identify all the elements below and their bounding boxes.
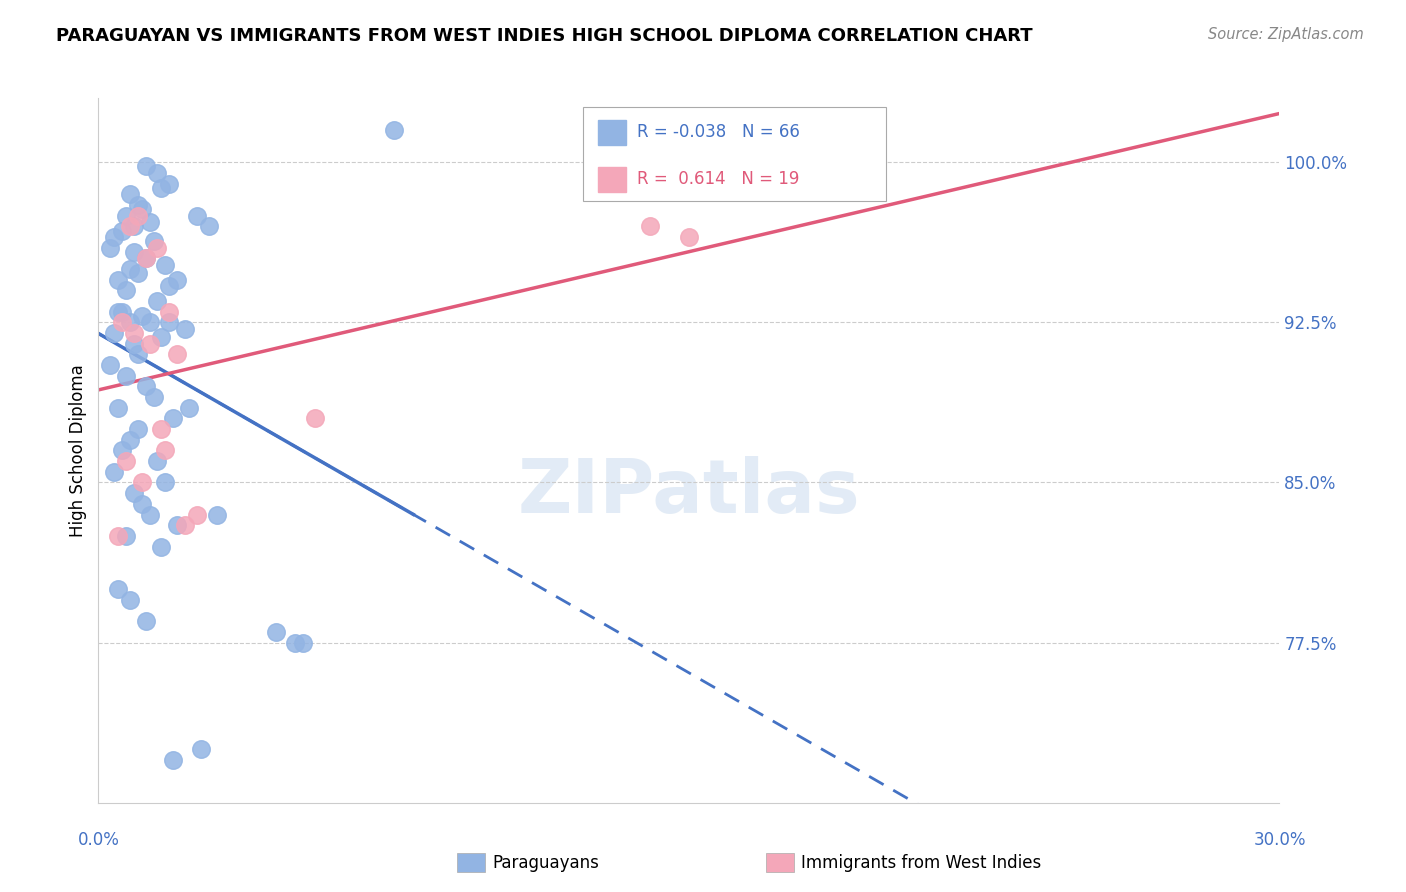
Point [115, 529, 138, 543]
Point [127, 422, 149, 436]
Point [115, 283, 138, 297]
Point [118, 433, 141, 447]
Point [162, 411, 184, 425]
Point [107, 304, 129, 318]
Text: R =  0.614   N = 19: R = 0.614 N = 19 [637, 170, 799, 188]
Point [157, 279, 180, 293]
Point [150, 422, 173, 436]
Point [127, 198, 149, 212]
Y-axis label: High School Diploma: High School Diploma [69, 364, 87, 537]
Point [138, 336, 160, 351]
Text: Source: ZipAtlas.com: Source: ZipAtlas.com [1208, 27, 1364, 42]
Point [135, 615, 157, 629]
Point [115, 209, 138, 223]
Point [205, 508, 228, 522]
Point [111, 443, 134, 458]
Point [150, 330, 173, 344]
Point [122, 336, 145, 351]
Point [174, 322, 197, 336]
Point [103, 230, 125, 244]
Text: Immigrants from West Indies: Immigrants from West Indies [801, 854, 1042, 871]
Point [174, 518, 197, 533]
Point [146, 293, 169, 308]
Point [264, 624, 287, 639]
Point [122, 244, 145, 259]
Point [131, 475, 153, 490]
Point [111, 304, 134, 318]
Text: R = -0.038   N = 66: R = -0.038 N = 66 [637, 123, 800, 141]
Point [166, 272, 188, 286]
Text: Paraguayans: Paraguayans [492, 854, 599, 871]
Point [103, 326, 125, 340]
Point [118, 315, 141, 329]
Point [162, 753, 184, 767]
Point [155, 443, 177, 458]
Point [107, 401, 129, 415]
Point [678, 230, 700, 244]
Point [382, 123, 405, 137]
Point [122, 486, 145, 500]
Point [638, 219, 661, 234]
Point [115, 368, 138, 383]
Point [103, 465, 125, 479]
Point [122, 326, 145, 340]
Point [197, 219, 219, 234]
Point [146, 454, 169, 468]
Point [135, 252, 157, 266]
Point [166, 347, 188, 361]
Point [155, 258, 177, 272]
Point [98, 241, 121, 255]
Text: ZIPatlas: ZIPatlas [517, 456, 860, 529]
Point [284, 635, 307, 649]
Text: 0.0%: 0.0% [77, 831, 120, 849]
Point [135, 252, 157, 266]
Point [186, 209, 208, 223]
Point [150, 181, 173, 195]
Point [146, 241, 169, 255]
Point [142, 390, 165, 404]
Point [138, 508, 160, 522]
Point [304, 411, 326, 425]
Point [138, 315, 160, 329]
Point [127, 209, 149, 223]
Point [118, 262, 141, 277]
Point [127, 347, 149, 361]
Point [157, 177, 180, 191]
Point [150, 540, 173, 554]
Point [107, 582, 129, 597]
Point [127, 266, 149, 280]
Point [146, 166, 169, 180]
Point [142, 234, 165, 248]
Point [111, 315, 134, 329]
Point [135, 379, 157, 393]
Point [157, 304, 180, 318]
Point [157, 315, 180, 329]
Point [138, 215, 160, 229]
Point [292, 635, 315, 649]
Point [118, 593, 141, 607]
Point [166, 518, 188, 533]
Point [190, 742, 212, 756]
Point [122, 219, 145, 234]
Point [135, 160, 157, 174]
Point [118, 187, 141, 202]
Text: 30.0%: 30.0% [1253, 831, 1306, 849]
Point [115, 454, 138, 468]
Point [98, 358, 121, 372]
Text: PARAGUAYAN VS IMMIGRANTS FROM WEST INDIES HIGH SCHOOL DIPLOMA CORRELATION CHART: PARAGUAYAN VS IMMIGRANTS FROM WEST INDIE… [56, 27, 1033, 45]
Point [107, 529, 129, 543]
Point [111, 223, 134, 237]
Point [131, 309, 153, 323]
Point [177, 401, 200, 415]
Point [155, 475, 177, 490]
Point [131, 497, 153, 511]
Point [186, 508, 208, 522]
Point [107, 272, 129, 286]
Point [118, 219, 141, 234]
Point [131, 202, 153, 216]
